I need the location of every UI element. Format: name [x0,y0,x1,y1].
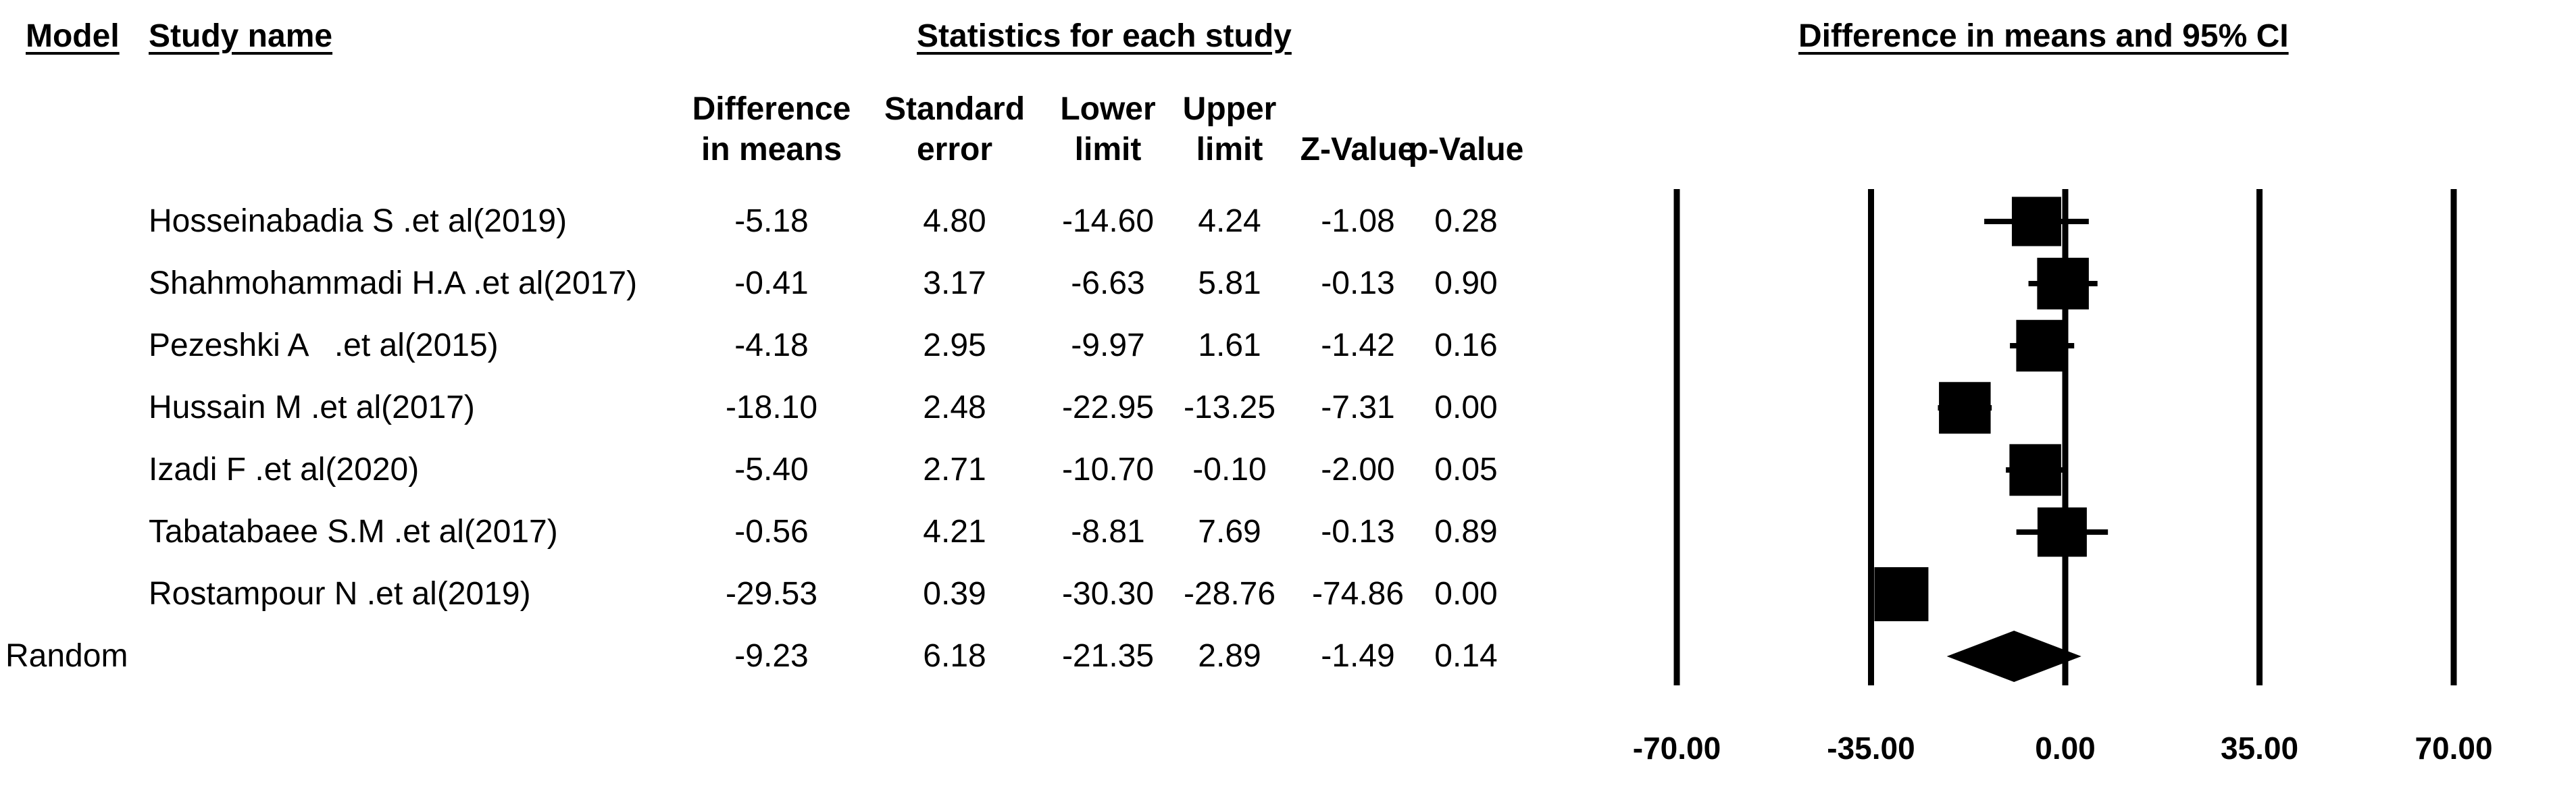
column-header: Z-Value [1277,89,1439,170]
table-cell: -6.63 [1071,265,1145,301]
table-cell: -5.40 [734,452,809,488]
table-cell: -14.60 [1061,203,1155,239]
column-header-line1: Upper [1182,91,1277,127]
table-cell: -10.70 [1061,452,1155,488]
column-header-line2: limit [1196,132,1263,167]
study-box [2016,319,2068,372]
tick-label: 70.00 [2415,731,2492,766]
column-header-line2: Z-Value [1300,132,1416,167]
table-cell: -28.76 [1183,576,1276,612]
study-box [1874,567,1929,621]
study-name: Hussain M .et al(2017) [149,390,475,425]
column-header-line1: Difference [692,91,851,127]
tick-label: 35.00 [2221,731,2298,766]
table-cell: 0.39 [923,576,986,612]
study-name: Rostampour N .et al(2019) [149,576,531,612]
table-cell: 4.21 [923,514,986,550]
column-header-line1: Lower [1060,91,1156,127]
study-name: Tabatabaee S.M .et al(2017) [149,514,558,550]
table-cell: -18.10 [725,390,818,425]
table-cell: 2.71 [923,452,986,488]
column-header-line2: limit [1074,132,1142,167]
table-cell: -4.18 [734,327,809,363]
study-box [2037,507,2087,557]
table-cell: -2.00 [1321,452,1395,488]
table-cell: -1.42 [1321,327,1395,363]
table-cell: 3.17 [923,265,986,301]
column-header: Upper limit [1148,89,1311,170]
table-cell: -13.25 [1183,390,1276,425]
table-cell: -0.13 [1321,265,1395,301]
column-header-line2: p-Value [1408,132,1524,167]
column-header-line1: Standard [884,91,1026,127]
table-cell: 0.90 [1434,265,1498,301]
table-cell: 4.24 [1198,203,1261,239]
column-header: Difference in means [690,89,853,170]
study-box [2009,444,2061,496]
table-cell: 0.28 [1434,203,1498,239]
tick-label: -35.00 [1827,731,1915,766]
table-cell: -29.53 [725,576,818,612]
study-name-header: Study name [149,18,333,54]
study-name: Shahmohammadi H.A .et al(2017) [149,265,638,301]
column-header-line2: in means [701,132,842,167]
table-cell: 1.61 [1198,327,1261,363]
study-box [2037,257,2089,310]
table-cell: 0.16 [1434,327,1498,363]
study-box [1939,382,1991,434]
table-cell: -0.41 [734,265,809,301]
table-cell: 4.80 [923,203,986,239]
table-cell: 0.00 [1434,576,1498,612]
table-cell: -1.49 [1321,638,1395,674]
table-cell: 2.89 [1198,638,1261,674]
table-cell: 0.05 [1434,452,1498,488]
table-cell: -8.81 [1071,514,1145,550]
table-cell: -0.56 [734,514,809,550]
study-name: Izadi F .et al(2020) [149,452,420,488]
table-cell: -9.97 [1071,327,1145,363]
study-name: Pezeshki A .et al(2015) [149,327,499,363]
table-cell: -74.86 [1311,576,1405,612]
table-cell: 0.00 [1434,390,1498,425]
tick-label: -70.00 [1633,731,1721,766]
table-cell: 2.95 [923,327,986,363]
model-header: Model [26,18,120,54]
tick-label: 0.00 [2035,731,2096,766]
table-cell: -0.13 [1321,514,1395,550]
table-cell: -7.31 [1321,390,1395,425]
column-header-line2: error [916,132,993,167]
study-box [2011,196,2061,246]
table-cell: -9.23 [734,638,809,674]
column-header: p-Value [1385,89,1547,170]
table-cell: -22.95 [1061,390,1155,425]
table-cell: -30.30 [1061,576,1155,612]
table-cell: 7.69 [1198,514,1261,550]
summary-diamond [1946,631,2081,682]
table-cell: 0.14 [1434,638,1498,674]
statistics-header: Statistics for each study [917,18,1292,54]
table-cell: 2.48 [923,390,986,425]
table-cell: 5.81 [1198,265,1261,301]
table-cell: 6.18 [923,638,986,674]
model-label: Random [5,638,128,674]
ci-header: Difference in means and 95% CI [1798,18,2289,54]
table-cell: -21.35 [1061,638,1155,674]
table-cell: 0.89 [1434,514,1498,550]
table-cell: -0.10 [1192,452,1267,488]
column-header: Standard error [874,89,1036,170]
table-cell: -1.08 [1321,203,1395,239]
table-cell: -5.18 [734,203,809,239]
study-name: Hosseinabadia S .et al(2019) [149,203,567,239]
column-header: Lower limit [1027,89,1189,170]
